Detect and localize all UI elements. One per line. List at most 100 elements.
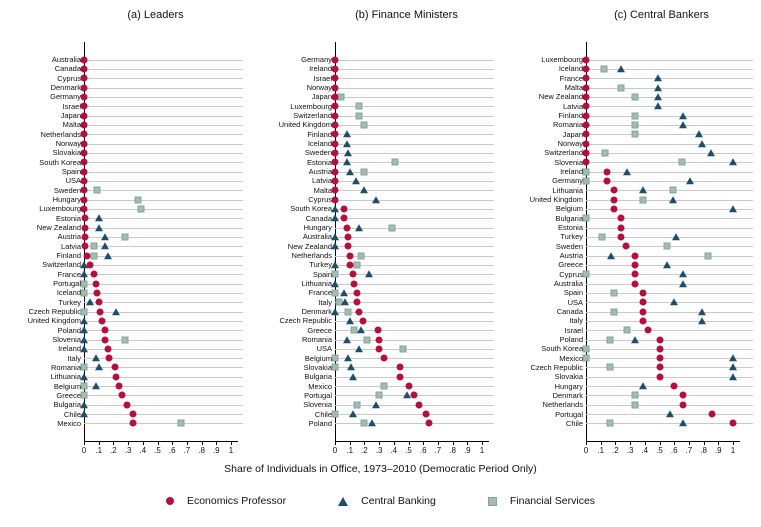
country-label: Poland	[308, 418, 332, 428]
row-track	[331, 279, 502, 288]
country-row: Germany	[502, 176, 761, 185]
economics-professor-circle-icon	[115, 382, 123, 390]
x-tick-label: .6	[419, 446, 427, 455]
row-track	[586, 391, 761, 400]
country-label: Hungary	[303, 223, 332, 233]
economics-professor-circle-icon	[582, 56, 590, 64]
gridline	[586, 302, 753, 304]
row-track	[331, 195, 502, 204]
central-banking-triangle-icon	[654, 93, 663, 101]
country-label: United Kingdom	[529, 195, 583, 205]
country-label: Italy	[569, 316, 583, 326]
country-row: Israel	[251, 74, 502, 83]
x-tick-label: .4	[641, 446, 649, 455]
row-track	[80, 326, 251, 335]
x-tick-label: .1	[95, 446, 103, 455]
x-tick	[423, 442, 425, 445]
row-track	[586, 372, 761, 381]
gridline	[335, 87, 494, 89]
x-tick	[186, 442, 188, 445]
financial-services-square-icon	[90, 252, 98, 260]
row-track	[586, 307, 761, 316]
financial-services-square-icon	[582, 354, 590, 362]
row-track	[80, 148, 251, 157]
row-track	[586, 316, 761, 325]
country-label: Spain	[563, 288, 583, 298]
economics-professor-circle-icon	[104, 345, 112, 353]
central-banking-triangle-icon	[706, 149, 715, 157]
row-track	[331, 288, 502, 297]
economics-professor-circle-icon	[331, 121, 339, 129]
economics-professor-circle-icon	[410, 391, 418, 399]
row-track	[80, 279, 251, 288]
row-track	[80, 74, 251, 83]
row-track	[80, 64, 251, 73]
country-row: Canada	[502, 307, 761, 316]
gridline	[335, 330, 494, 332]
country-row: Romania	[0, 363, 251, 372]
x-tick	[733, 442, 734, 445]
gridline	[586, 404, 753, 406]
plot-area-leaders: Australia Canada Cyprus Denmark Germany Israe…	[0, 42, 251, 441]
panel-title-central-bankers: (c) Central Bankers	[614, 9, 709, 21]
economics-professor-circle-icon	[582, 112, 590, 120]
economics-professor-circle-icon	[331, 140, 339, 148]
economics-professor-circle-icon	[344, 242, 352, 250]
central-banking-triangle-icon	[654, 102, 663, 110]
country-label: Slovakia	[303, 362, 332, 372]
economics-professor-circle-icon	[350, 280, 358, 288]
gridline	[84, 227, 243, 229]
row-track	[582, 120, 761, 129]
gridline	[586, 367, 753, 369]
circle-icon	[165, 497, 174, 505]
gridline	[586, 134, 753, 136]
central-banking-triangle-icon	[639, 382, 648, 390]
economics-professor-circle-icon	[617, 233, 625, 241]
gridline	[586, 208, 753, 210]
row-track	[586, 251, 761, 260]
financial-services-square-icon	[610, 308, 618, 316]
country-row: Romania	[502, 120, 761, 129]
row-track	[331, 92, 502, 101]
gridline	[335, 367, 494, 369]
x-tick	[364, 442, 366, 445]
row-track	[331, 130, 502, 139]
financial-services-square-icon	[137, 205, 145, 213]
x-tick	[84, 442, 85, 445]
gridline	[335, 348, 494, 350]
legend-label: Economics Professor	[186, 495, 287, 507]
economics-professor-circle-icon	[80, 84, 88, 92]
gridline	[335, 255, 494, 257]
legend-item-central-banking: Central Banking	[338, 495, 436, 507]
x-tick-label: .4	[390, 446, 398, 455]
financial-services-square-icon	[90, 242, 98, 250]
x-tick-label: .8	[449, 446, 456, 455]
central-banking-triangle-icon	[654, 74, 663, 82]
country-row: Malta	[0, 120, 251, 129]
central-banking-triangle-icon	[344, 354, 353, 362]
gridline	[84, 190, 243, 192]
row-track	[586, 186, 761, 195]
central-banking-triangle-icon	[91, 382, 100, 390]
country-row: Greece	[502, 260, 761, 269]
country-row: Bulgaria	[502, 214, 761, 223]
country-row: Mexico	[0, 419, 251, 428]
economics-professor-circle-icon	[80, 205, 88, 213]
gridline	[84, 246, 243, 248]
central-banking-triangle-icon	[695, 130, 704, 138]
row-track	[582, 139, 761, 148]
row-track	[331, 64, 502, 73]
country-row: Portugal	[0, 279, 251, 288]
gridline	[335, 274, 494, 276]
country-label: Finland	[56, 251, 81, 261]
economics-professor-circle-icon	[396, 363, 404, 371]
central-banking-triangle-icon	[341, 298, 350, 306]
financial-services-square-icon	[331, 410, 339, 418]
gridline	[84, 96, 243, 98]
x-tick-label: .2	[110, 446, 117, 455]
economics-professor-circle-icon	[80, 158, 88, 166]
row-track	[80, 83, 251, 92]
economics-professor-circle-icon	[80, 112, 88, 120]
gridline	[335, 218, 494, 220]
